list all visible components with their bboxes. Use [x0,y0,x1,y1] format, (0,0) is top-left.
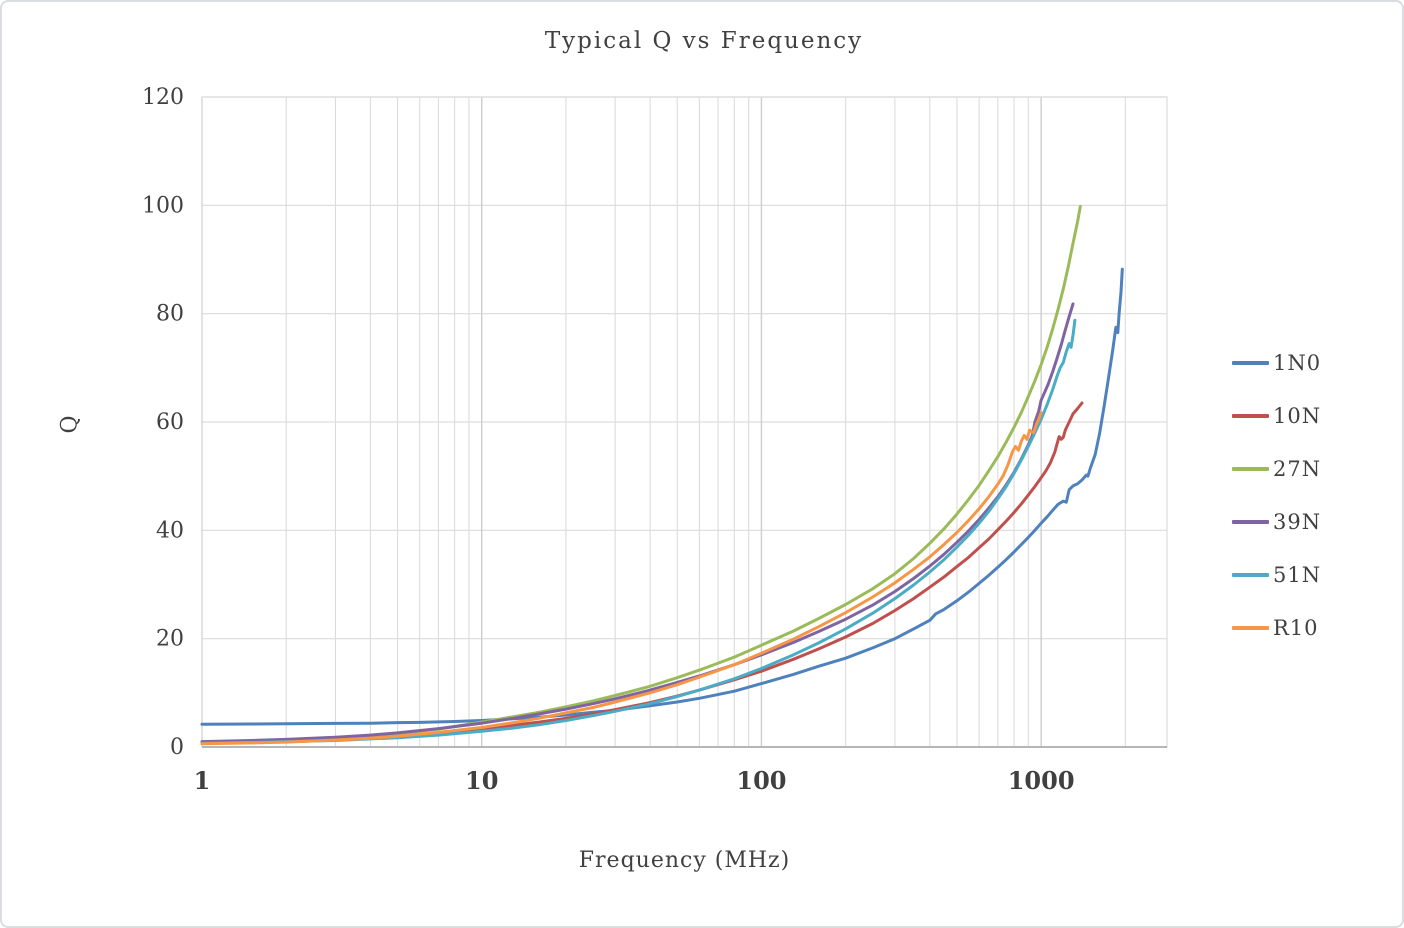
legend-label: 1N0 [1273,350,1322,375]
series-line-1N0 [200,267,1124,726]
x-tick-label: 1000 [1008,766,1075,795]
legend-line-swatch-icon [1232,413,1269,418]
y-tick-label: 120 [142,85,184,110]
x-tick-label: 1 [194,766,211,795]
legend-item: 1N0 [1232,350,1321,375]
legend: 1N0 10N 27N 39N 51N R10 [1232,350,1321,640]
legend-item: 51N [1232,562,1321,587]
y-tick-label: 100 [142,193,184,218]
y-tick-label: 40 [156,518,184,543]
y-tick-label: 80 [156,302,184,327]
legend-label: 51N [1273,562,1322,587]
x-tick-label: 10 [465,766,498,795]
legend-item: 39N [1232,509,1321,534]
legend-item: 27N [1232,456,1321,481]
legend-line-swatch-icon [1232,572,1269,577]
series-line-51N [200,318,1077,745]
legend-item: 10N [1232,403,1321,428]
x-tick-label: 100 [736,766,786,795]
series-line-R10 [200,411,1043,746]
series-line-10N [200,401,1084,745]
series-line-27N [200,204,1082,744]
y-tick-label: 20 [156,627,184,652]
legend-label: 27N [1273,456,1322,481]
legend-label: R10 [1273,615,1319,640]
legend-line-swatch-icon [1232,519,1269,524]
legend-line-swatch-icon [1232,466,1269,471]
x-axis-label: Frequency (MHz) [578,848,791,873]
chart-title: Typical Q vs Frequency [544,28,864,54]
legend-label: 39N [1273,509,1322,534]
legend-line-swatch-icon [1232,625,1269,630]
legend-item: R10 [1232,615,1321,640]
legend-label: 10N [1273,403,1322,428]
y-tick-label: 60 [156,410,184,435]
series-line-39N [200,302,1075,744]
y-tick-label: 0 [170,735,184,760]
legend-line-swatch-icon [1232,360,1269,365]
